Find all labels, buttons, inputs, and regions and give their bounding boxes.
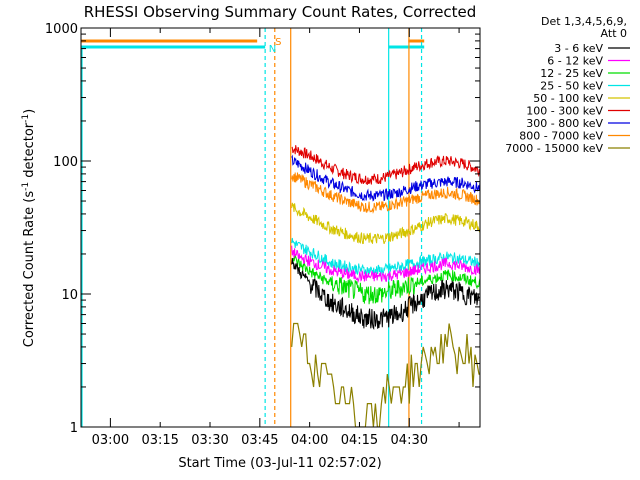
- series-line: [291, 322, 480, 427]
- legend-entry-label: 3 - 6 keV: [554, 42, 603, 55]
- x-tick-label: 04:00: [291, 433, 328, 448]
- legend-entry-label: 300 - 800 keV: [526, 117, 603, 130]
- y-tick-label: 10: [61, 288, 78, 303]
- series-line: [291, 237, 480, 277]
- legend-entry-label: 7000 - 15000 keV: [505, 142, 603, 155]
- flag-s-label: S: [275, 37, 281, 48]
- series-line: [291, 255, 480, 305]
- legend-entry-label: 25 - 50 keV: [540, 80, 603, 93]
- x-tick-label: 03:45: [241, 433, 278, 448]
- series-line: [291, 202, 480, 245]
- x-tick-label: 03:15: [141, 433, 178, 448]
- legend-entry-label: 800 - 7000 keV: [519, 130, 603, 143]
- x-tick-label: 03:00: [92, 433, 129, 448]
- chart-title: RHESSI Observing Summary Count Rates, Co…: [84, 3, 477, 21]
- legend-header: Att 0: [601, 27, 627, 40]
- x-tick-label: 03:30: [191, 433, 228, 448]
- series-line: [291, 172, 480, 214]
- legend-entry-label: 100 - 300 keV: [526, 105, 603, 118]
- y-tick-label: 1: [70, 421, 78, 436]
- x-tick-label: 04:30: [391, 433, 428, 448]
- x-tick-label: 04:15: [341, 433, 378, 448]
- plot-frame: [80, 27, 481, 428]
- y-tick-label: 1000: [45, 22, 78, 37]
- legend-entry-label: 50 - 100 keV: [533, 92, 603, 105]
- y-axis-label: Corrected Count Rate (s-1 detector-1): [21, 109, 37, 347]
- y-tick-label: 100: [53, 155, 78, 170]
- series-line: [291, 145, 480, 185]
- series-line: [291, 257, 480, 330]
- flag-n-label: N: [269, 44, 276, 55]
- series-line: [291, 154, 480, 202]
- x-axis-label: Start Time (03-Jul-11 02:57:02): [178, 456, 381, 471]
- legend-entry-label: 6 - 12 keV: [547, 55, 603, 68]
- legend-header: Det 1,3,4,5,6,9,: [541, 15, 627, 28]
- legend-entry-label: 12 - 25 keV: [540, 67, 603, 80]
- series-line: [291, 245, 480, 284]
